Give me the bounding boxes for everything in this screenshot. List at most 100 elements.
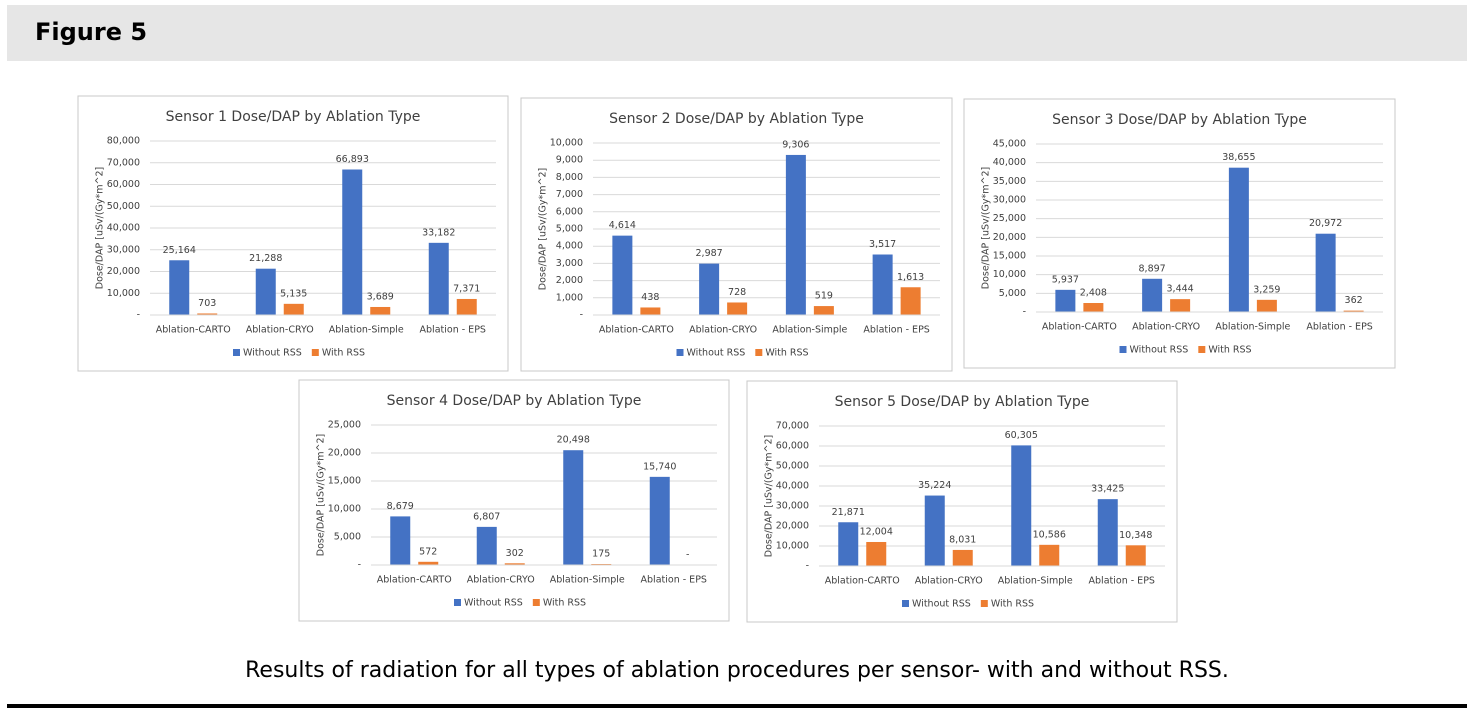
- chart: - 10,000 20,000 30,000 40,000 50,000 60,000 70,…: [77, 95, 509, 372]
- value-label: 3,259: [1253, 284, 1280, 295]
- y-tick-label: -: [358, 560, 361, 571]
- y-tick-label: 10,000: [993, 269, 1026, 280]
- x-tick-label: Ablation - EPS: [420, 325, 486, 336]
- value-label: 38,655: [1222, 152, 1255, 163]
- value-label: 7,371: [453, 283, 480, 294]
- bar: [283, 303, 304, 315]
- y-tick-label: 40,000: [107, 223, 140, 234]
- legend-label: With RSS: [322, 348, 365, 359]
- legend-swatch: [1198, 346, 1206, 353]
- bar: [699, 263, 720, 315]
- value-label: 5,135: [280, 288, 307, 299]
- chart: - 10,000 20,000 30,000 40,000 50,000 60,000 70,…: [746, 380, 1178, 623]
- bar: [924, 495, 945, 566]
- bar: [1142, 278, 1163, 312]
- value-label: 3,517: [869, 239, 896, 250]
- y-tick-label: 45,000: [993, 139, 1026, 150]
- x-tick-label: Ablation-CRYO: [915, 576, 983, 587]
- y-tick-label: 50,000: [776, 461, 809, 472]
- bar: [390, 516, 411, 565]
- y-tick-label: 5,000: [556, 224, 583, 235]
- y-tick-label: -: [137, 310, 140, 321]
- bar: [872, 254, 893, 315]
- value-label: 8,031: [949, 534, 976, 545]
- y-tick-label: 60,000: [776, 441, 809, 452]
- legend-swatch: [532, 599, 540, 606]
- value-label: 8,679: [387, 501, 414, 512]
- bar: [370, 306, 391, 315]
- value-label: 10,586: [1033, 529, 1066, 540]
- bar: [1228, 167, 1249, 312]
- y-tick-label: 60,000: [107, 179, 140, 190]
- figure-title: Figure 5: [35, 18, 147, 46]
- bar: [1097, 499, 1118, 566]
- bar: [1315, 233, 1336, 312]
- y-tick-label: 40,000: [993, 157, 1026, 168]
- y-tick-label: 20,000: [993, 232, 1026, 243]
- bar: [838, 522, 859, 566]
- bar: [1055, 289, 1076, 312]
- y-tick-label: -: [1023, 307, 1026, 318]
- bar: [255, 268, 276, 315]
- value-label: 15,740: [643, 461, 676, 472]
- y-tick-label: 10,000: [107, 288, 140, 299]
- value-label: 33,182: [422, 227, 455, 238]
- bottom-rule: [7, 704, 1467, 708]
- x-tick-label: Ablation-CARTO: [1042, 322, 1117, 333]
- y-axis-label: Dose/DAP [uSv/(Gy*m^2]: [95, 167, 106, 290]
- bar: [197, 313, 218, 315]
- y-tick-label: 15,000: [328, 476, 361, 487]
- bar: [1083, 303, 1104, 312]
- value-label: 21,871: [832, 507, 865, 518]
- value-label: 8,897: [1139, 263, 1166, 274]
- legend-swatch: [233, 349, 240, 356]
- x-tick-label: Ablation-Simple: [550, 575, 625, 586]
- header-bar: [7, 5, 1467, 61]
- x-tick-label: Ablation-CRYO: [689, 325, 757, 336]
- y-tick-label: 8,000: [556, 172, 583, 183]
- value-label: 35,224: [918, 480, 951, 491]
- y-tick-label: 3,000: [556, 258, 583, 269]
- chart-title: Sensor 2 Dose/DAP by Ablation Type: [609, 111, 864, 127]
- bar: [1343, 310, 1364, 312]
- legend-label: Without RSS: [912, 599, 971, 610]
- y-tick-label: 10,000: [550, 138, 583, 149]
- value-label: 728: [728, 287, 746, 298]
- value-label: 2,987: [696, 248, 723, 259]
- y-tick-label: 4,000: [556, 241, 583, 252]
- bar: [342, 169, 363, 315]
- y-tick-label: -: [806, 561, 809, 572]
- chart-title: Sensor 3 Dose/DAP by Ablation Type: [1052, 112, 1307, 128]
- bar: [813, 306, 834, 315]
- y-tick-label: 6,000: [556, 206, 583, 217]
- bar: [727, 302, 748, 315]
- y-tick-label: -: [580, 310, 583, 321]
- value-label: 10,348: [1119, 530, 1152, 541]
- x-tick-label: Ablation - EPS: [1306, 322, 1372, 333]
- y-tick-label: 2,000: [556, 275, 583, 286]
- y-tick-label: 70,000: [107, 157, 140, 168]
- value-label: 20,498: [557, 435, 590, 446]
- chart-frame: [77, 95, 509, 372]
- bar: [640, 307, 661, 315]
- bar: [456, 298, 477, 315]
- legend-swatch: [454, 599, 461, 606]
- y-tick-label: 20,000: [107, 266, 140, 277]
- chart-title: Sensor 4 Dose/DAP by Ablation Type: [387, 393, 642, 409]
- bar: [649, 476, 670, 565]
- bar: [428, 242, 449, 315]
- y-tick-label: 5,000: [999, 288, 1026, 299]
- y-tick-label: 30,000: [776, 501, 809, 512]
- y-axis-label: Dose/DAP [uSv/(Gy*m^2]: [981, 167, 992, 290]
- y-tick-label: 10,000: [328, 504, 361, 515]
- bar: [612, 235, 633, 315]
- legend-label: With RSS: [1208, 345, 1251, 356]
- value-label: 6,807: [473, 511, 500, 522]
- legend-swatch: [676, 349, 684, 356]
- x-tick-label: Ablation-Simple: [329, 325, 404, 336]
- value-label: 438: [641, 292, 659, 303]
- chart-title: Sensor 1 Dose/DAP by Ablation Type: [166, 109, 421, 125]
- x-tick-label: Ablation-CRYO: [467, 575, 535, 586]
